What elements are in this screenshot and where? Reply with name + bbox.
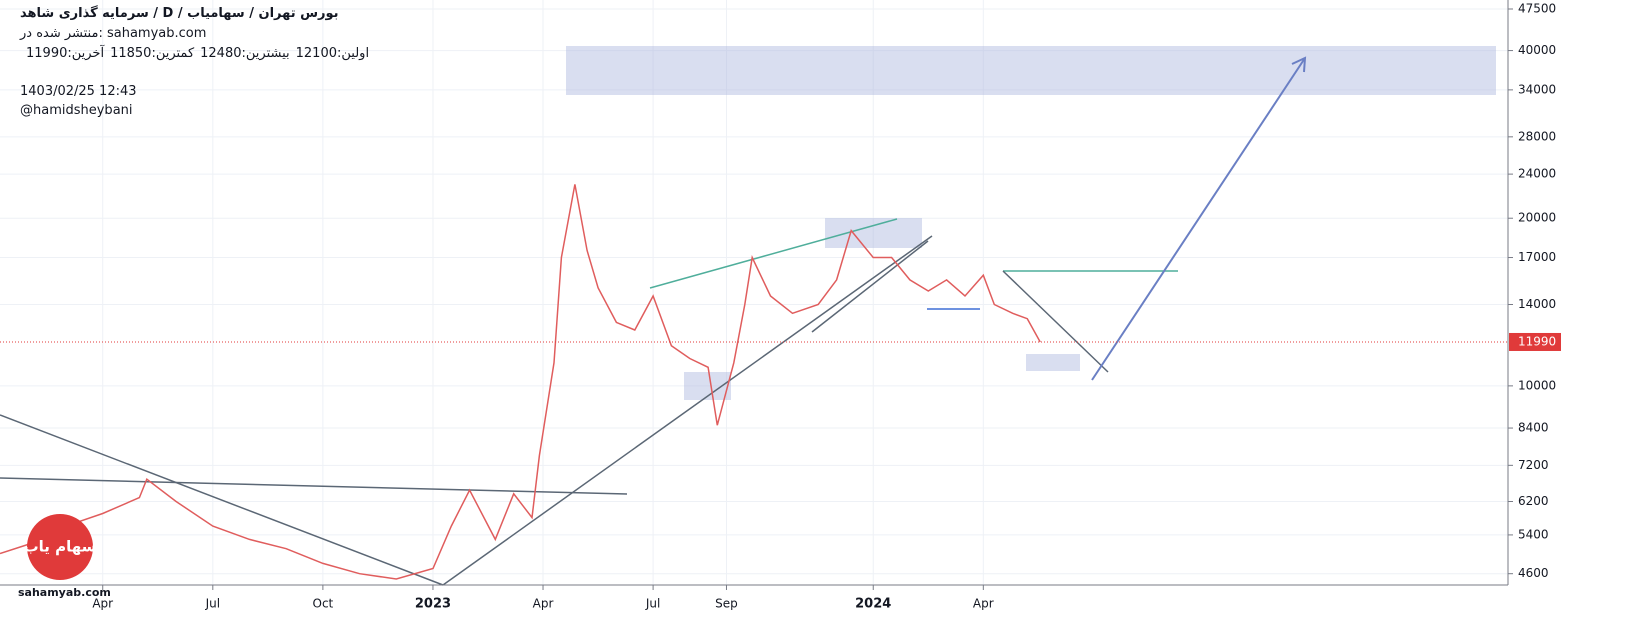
price-line: [0, 184, 1041, 580]
x-tick-label: 2023: [415, 597, 451, 612]
trend-line: [1002, 270, 1109, 373]
x-tick-label: Apr: [973, 597, 994, 611]
ohlc-value: 11990: [26, 46, 68, 61]
current-price-tag: [1509, 332, 1561, 351]
plot: [0, 184, 1508, 580]
trend-line: [0, 414, 444, 586]
ohlc-value: 11850: [110, 46, 152, 61]
trend-line: [649, 218, 898, 289]
y-tick-label: 40000: [1518, 43, 1556, 57]
y-tick-label: 34000: [1518, 82, 1556, 96]
x-tick-label: Jul: [645, 597, 660, 611]
x-tick-label: Sep: [715, 597, 738, 611]
grid: [0, 0, 1508, 585]
date: 1403/02/25 12:43: [20, 84, 137, 99]
y-tick-label: 8400: [1518, 421, 1549, 435]
y-tick-label: 14000: [1518, 297, 1556, 311]
ohlc: اولین:12100 بیشترین:12480 کمترین:11850 آخری…: [20, 46, 369, 61]
title: سرمایه گذاری شاهد / D / بورس تهران / سها…: [20, 6, 339, 21]
x-tick-label: Jul: [205, 597, 220, 611]
y-tick-label: 7200: [1518, 458, 1549, 472]
y-tick-label: 20000: [1518, 211, 1556, 225]
y-tick-label: 4600: [1518, 566, 1549, 580]
x-tick-label: Apr: [533, 597, 554, 611]
target-zone: [566, 46, 1496, 95]
ohlc-label: اولین:: [337, 46, 370, 61]
arrow-head: [1291, 56, 1307, 73]
author: @hamidsheybani: [20, 103, 133, 118]
logo-text: سهام یاب: [24, 538, 97, 556]
y-tick-label: 28000: [1518, 129, 1556, 143]
y-tick-label: 10000: [1518, 378, 1556, 392]
trend-line: [0, 477, 628, 495]
y-tick-label: 47500: [1518, 1, 1556, 15]
watermark: sahamyab.com: [18, 586, 111, 599]
y-tick-label: 5400: [1518, 527, 1549, 541]
ohlc-label: بیشترین:: [241, 46, 290, 61]
published: منتشر شده در: sahamyab.com: [20, 26, 207, 41]
trend-line: [811, 240, 929, 333]
current-price-label: 11990: [1518, 334, 1556, 348]
trend-line: [442, 235, 933, 586]
ohlc-label: آخرین:: [67, 46, 105, 61]
y-tick-label: 24000: [1518, 167, 1556, 181]
zone: [825, 218, 922, 248]
x-tick-label: Apr: [92, 597, 113, 611]
ohlc-value: 12480: [200, 46, 242, 61]
zone: [1026, 354, 1080, 371]
x-tick-label: 2024: [855, 597, 891, 612]
y-tick-label: 6200: [1518, 494, 1549, 508]
ohlc-label: کمترین:: [151, 46, 195, 61]
x-tick-label: Oct: [313, 597, 334, 611]
arrow: [1091, 57, 1306, 381]
y-tick-label: 17000: [1518, 250, 1556, 264]
logo: [27, 514, 93, 580]
ohlc-value: 12100: [295, 46, 337, 61]
